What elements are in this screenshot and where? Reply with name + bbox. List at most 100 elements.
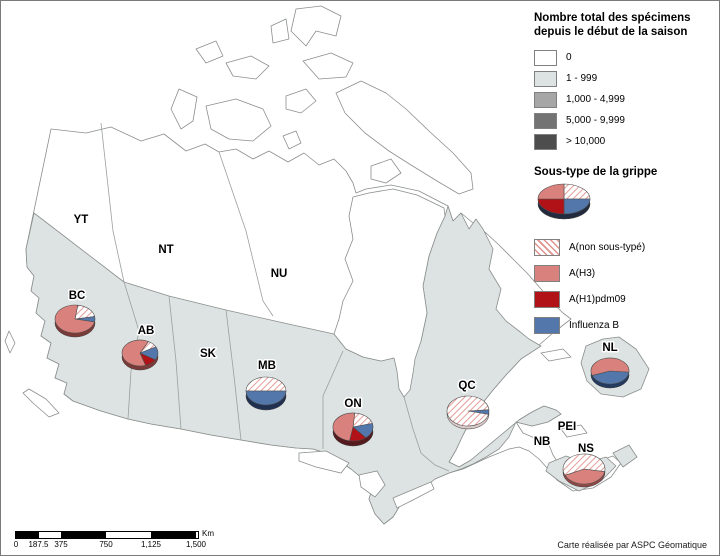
subtype-legend-row: A(H1)pdm09: [534, 286, 715, 312]
subtype-swatch-label: Influenza B: [569, 319, 620, 331]
specimens-legend-row: 1,000 - 4,999: [534, 89, 715, 110]
scale-bar-tick: 187.5: [28, 540, 49, 549]
pie-ns-slice-salmon: [564, 468, 605, 485]
pie-nl: [590, 357, 630, 389]
scale-bar-segments: [15, 531, 199, 539]
sample-pie-chart: [537, 183, 591, 220]
border-nt-nu: [218, 151, 274, 317]
province-label-on: ON: [344, 398, 361, 410]
scale-bar-unit: Km: [202, 529, 214, 538]
lake-superior: [298, 450, 350, 474]
lake-huron: [358, 470, 386, 498]
scale-bar-tick: 1,125: [140, 540, 162, 549]
attribution-text: Carte réalisée par ASPC Géomatique: [557, 540, 707, 550]
province-label-ns: NS: [578, 443, 594, 455]
subtype-sample-pie: [534, 180, 715, 226]
border-on-qc: [403, 396, 450, 472]
prince-edward-island: [560, 424, 588, 438]
pie-on: [332, 412, 374, 447]
specimens-legend-title-line1: Nombre total des spécimens: [534, 12, 691, 24]
specimens-legend-row: 1 - 999: [534, 68, 715, 89]
sample-pie-slice-red: [537, 198, 565, 215]
specimens-legend-row: 0: [534, 47, 715, 68]
sample-pie-slice-blue: [563, 198, 591, 215]
specimens-swatch: [534, 70, 557, 87]
border-ab-sk: [168, 295, 182, 430]
specimens-legend-items: 0 1 - 999 1,000 - 4,999 5,000 - 9,999 > 10,0…: [534, 47, 715, 152]
melville-island: [225, 55, 270, 80]
province-label-mb: MB: [258, 360, 276, 372]
axel-heiberg-island: [270, 18, 290, 44]
pie-mb: [245, 376, 287, 411]
specimens-legend-title: Nombre total des spécimens depuis le déb…: [534, 11, 715, 39]
king-william-island: [282, 130, 302, 150]
pie-ns: [562, 453, 606, 488]
border-mb-on: [322, 350, 344, 449]
banks-island: [170, 88, 198, 130]
subtype-legend-row: A(non sous-typé): [534, 234, 715, 260]
province-label-nl: NL: [602, 342, 617, 354]
specimens-swatch-label: 1,000 - 4,999: [566, 94, 625, 105]
scale-bar-segment: [151, 532, 196, 538]
scale-bar: 0 187.5 375 750 1,125 1,500 Km: [13, 529, 235, 553]
scale-bar-tick: 0: [13, 540, 19, 549]
scale-bar-tick: 375: [54, 540, 68, 549]
pie-bc: [54, 304, 96, 338]
pie-ab-slice-salmon: [121, 339, 149, 367]
specimens-swatch-label: 5,000 - 9,999: [566, 115, 625, 126]
pie-qc: [446, 395, 490, 430]
subtype-swatch-hatched: [534, 238, 560, 256]
subtype-legend-row: A(H3): [534, 260, 715, 286]
great-lakes: [298, 450, 435, 509]
scale-bar-segment: [106, 532, 151, 538]
legend: Nombre total des spécimens depuis le déb…: [531, 11, 715, 338]
province-borders: [100, 122, 450, 472]
province-label-ab: AB: [138, 325, 155, 337]
cape-breton-island: [612, 444, 638, 468]
subtype-swatch-salmon: [534, 264, 560, 282]
baffin-island: [335, 80, 474, 195]
prince-patrick-island: [195, 40, 224, 64]
subtype-swatch-red: [534, 290, 560, 308]
subtype-swatch-label: A(non sous-typé): [569, 241, 646, 253]
province-label-nt: NT: [158, 244, 173, 256]
devon-island: [302, 52, 354, 80]
province-label-yt: YT: [74, 214, 89, 226]
southampton-island: [370, 158, 402, 184]
subtype-swatch-blue: [534, 316, 560, 334]
province-pies-layer: [54, 304, 630, 488]
pie-on-slice-salmon: [332, 412, 356, 442]
province-label-nu: NU: [271, 268, 288, 280]
victoria-island: [205, 98, 272, 142]
scale-bar-segment: [61, 532, 106, 538]
province-label-nb: NB: [534, 436, 551, 448]
sample-pie-slice-hatched: [563, 183, 591, 200]
vancouver-island: [22, 388, 60, 418]
pie-nl-slice-blue: [591, 370, 630, 385]
subtype-swatch-label: A(H1)pdm09: [569, 293, 626, 305]
specimens-legend-title-line2: depuis le début de la saison: [534, 26, 688, 38]
subtype-legend-title: Sous-type de la grippe: [534, 166, 658, 178]
specimens-swatch: [534, 133, 557, 150]
scale-bar-segment: [38, 532, 61, 538]
pie-ns-slice-hatched: [562, 453, 606, 476]
subtype-legend-items: A(non sous-typé) A(H3) A(H1)pdm09 Influenza…: [534, 234, 715, 338]
scale-bar-segment: [16, 532, 39, 538]
pie-mb-slice-hatched: [245, 376, 287, 392]
specimens-swatch-label: 0: [566, 52, 572, 63]
sample-pie-slice-salmon: [537, 183, 565, 200]
pie-nl-slice-salmon: [590, 357, 630, 376]
specimens-legend-row: > 10,000: [534, 131, 715, 152]
scale-bar-tick: 750: [99, 540, 113, 549]
haida-gwaii: [4, 330, 16, 354]
pie-ab: [121, 339, 159, 371]
specimens-legend-row: 5,000 - 9,999: [534, 110, 715, 131]
specimens-swatch: [534, 49, 557, 66]
specimens-swatch-label: 1 - 999: [566, 73, 598, 84]
pie-mb-slice-blue: [245, 390, 287, 406]
province-label-pei: PEI: [558, 421, 577, 433]
subtype-legend-row: Influenza B: [534, 312, 715, 338]
